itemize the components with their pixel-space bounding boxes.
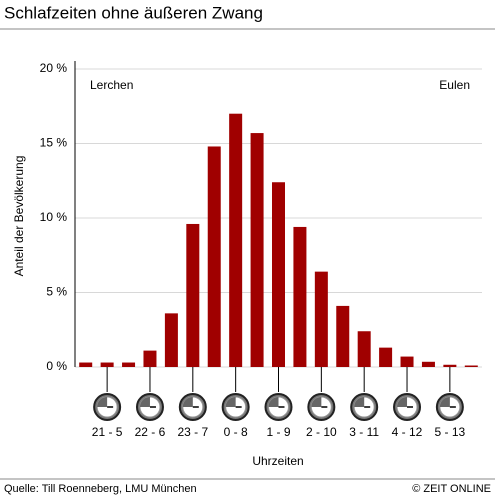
y-tick-label: 10 % (40, 210, 68, 224)
bar (250, 133, 264, 367)
bar (357, 331, 371, 367)
x-tick-label: 5 - 13 (435, 425, 466, 439)
y-tick-label: 20 % (40, 61, 68, 75)
bar (379, 347, 393, 367)
x-tick-label: 3 - 11 (349, 425, 379, 439)
x-tick-label: 21 - 5 (92, 425, 123, 439)
x-tick-label: 2 - 10 (306, 425, 337, 439)
clock-fill (182, 397, 193, 407)
bar (400, 356, 414, 367)
bar (314, 271, 328, 367)
clock-fill (97, 397, 108, 407)
y-axis-label: Anteil der Bevölkerung (12, 156, 26, 277)
bar (272, 182, 285, 367)
annotation: Eulen (439, 78, 470, 92)
clock-fill (225, 397, 236, 407)
bar (79, 362, 93, 367)
bar (100, 362, 114, 367)
bar (229, 113, 243, 367)
chart-title: Schlafzeiten ohne äußeren Zwang (4, 3, 263, 22)
bar (421, 361, 435, 367)
source: Quelle: Till Roenneberg, LMU München (4, 483, 197, 495)
y-tick-label: 0 % (46, 359, 67, 373)
bar (336, 305, 350, 367)
x-tick-label: 22 - 6 (135, 425, 166, 439)
clock-fill (268, 397, 279, 407)
clock-fill (139, 397, 150, 407)
bar (164, 313, 178, 367)
clock-fill (311, 397, 322, 407)
x-tick-label: 1 - 9 (266, 425, 290, 439)
annotation: Lerchen (90, 78, 133, 92)
bar (207, 146, 221, 367)
clock-fill (397, 397, 408, 407)
bar (122, 362, 136, 367)
clock-fill (439, 397, 450, 407)
y-tick-label: 15 % (40, 136, 68, 150)
x-tick-label: 23 - 7 (177, 425, 208, 439)
x-axis-label: Uhrzeiten (252, 454, 303, 468)
bar (293, 226, 307, 367)
x-tick-label: 4 - 12 (392, 425, 423, 439)
x-tick-label: 0 - 8 (224, 425, 248, 439)
bar (143, 350, 157, 367)
clock-fill (354, 397, 365, 407)
bar (186, 223, 200, 367)
bar (464, 365, 478, 367)
y-tick-label: 5 % (46, 285, 67, 299)
credit: © ZEIT ONLINE (412, 483, 491, 495)
bar (443, 364, 457, 367)
